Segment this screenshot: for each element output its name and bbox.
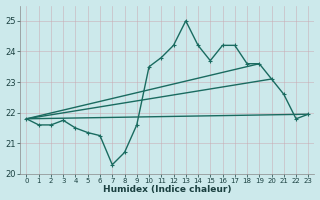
X-axis label: Humidex (Indice chaleur): Humidex (Indice chaleur) [103, 185, 232, 194]
